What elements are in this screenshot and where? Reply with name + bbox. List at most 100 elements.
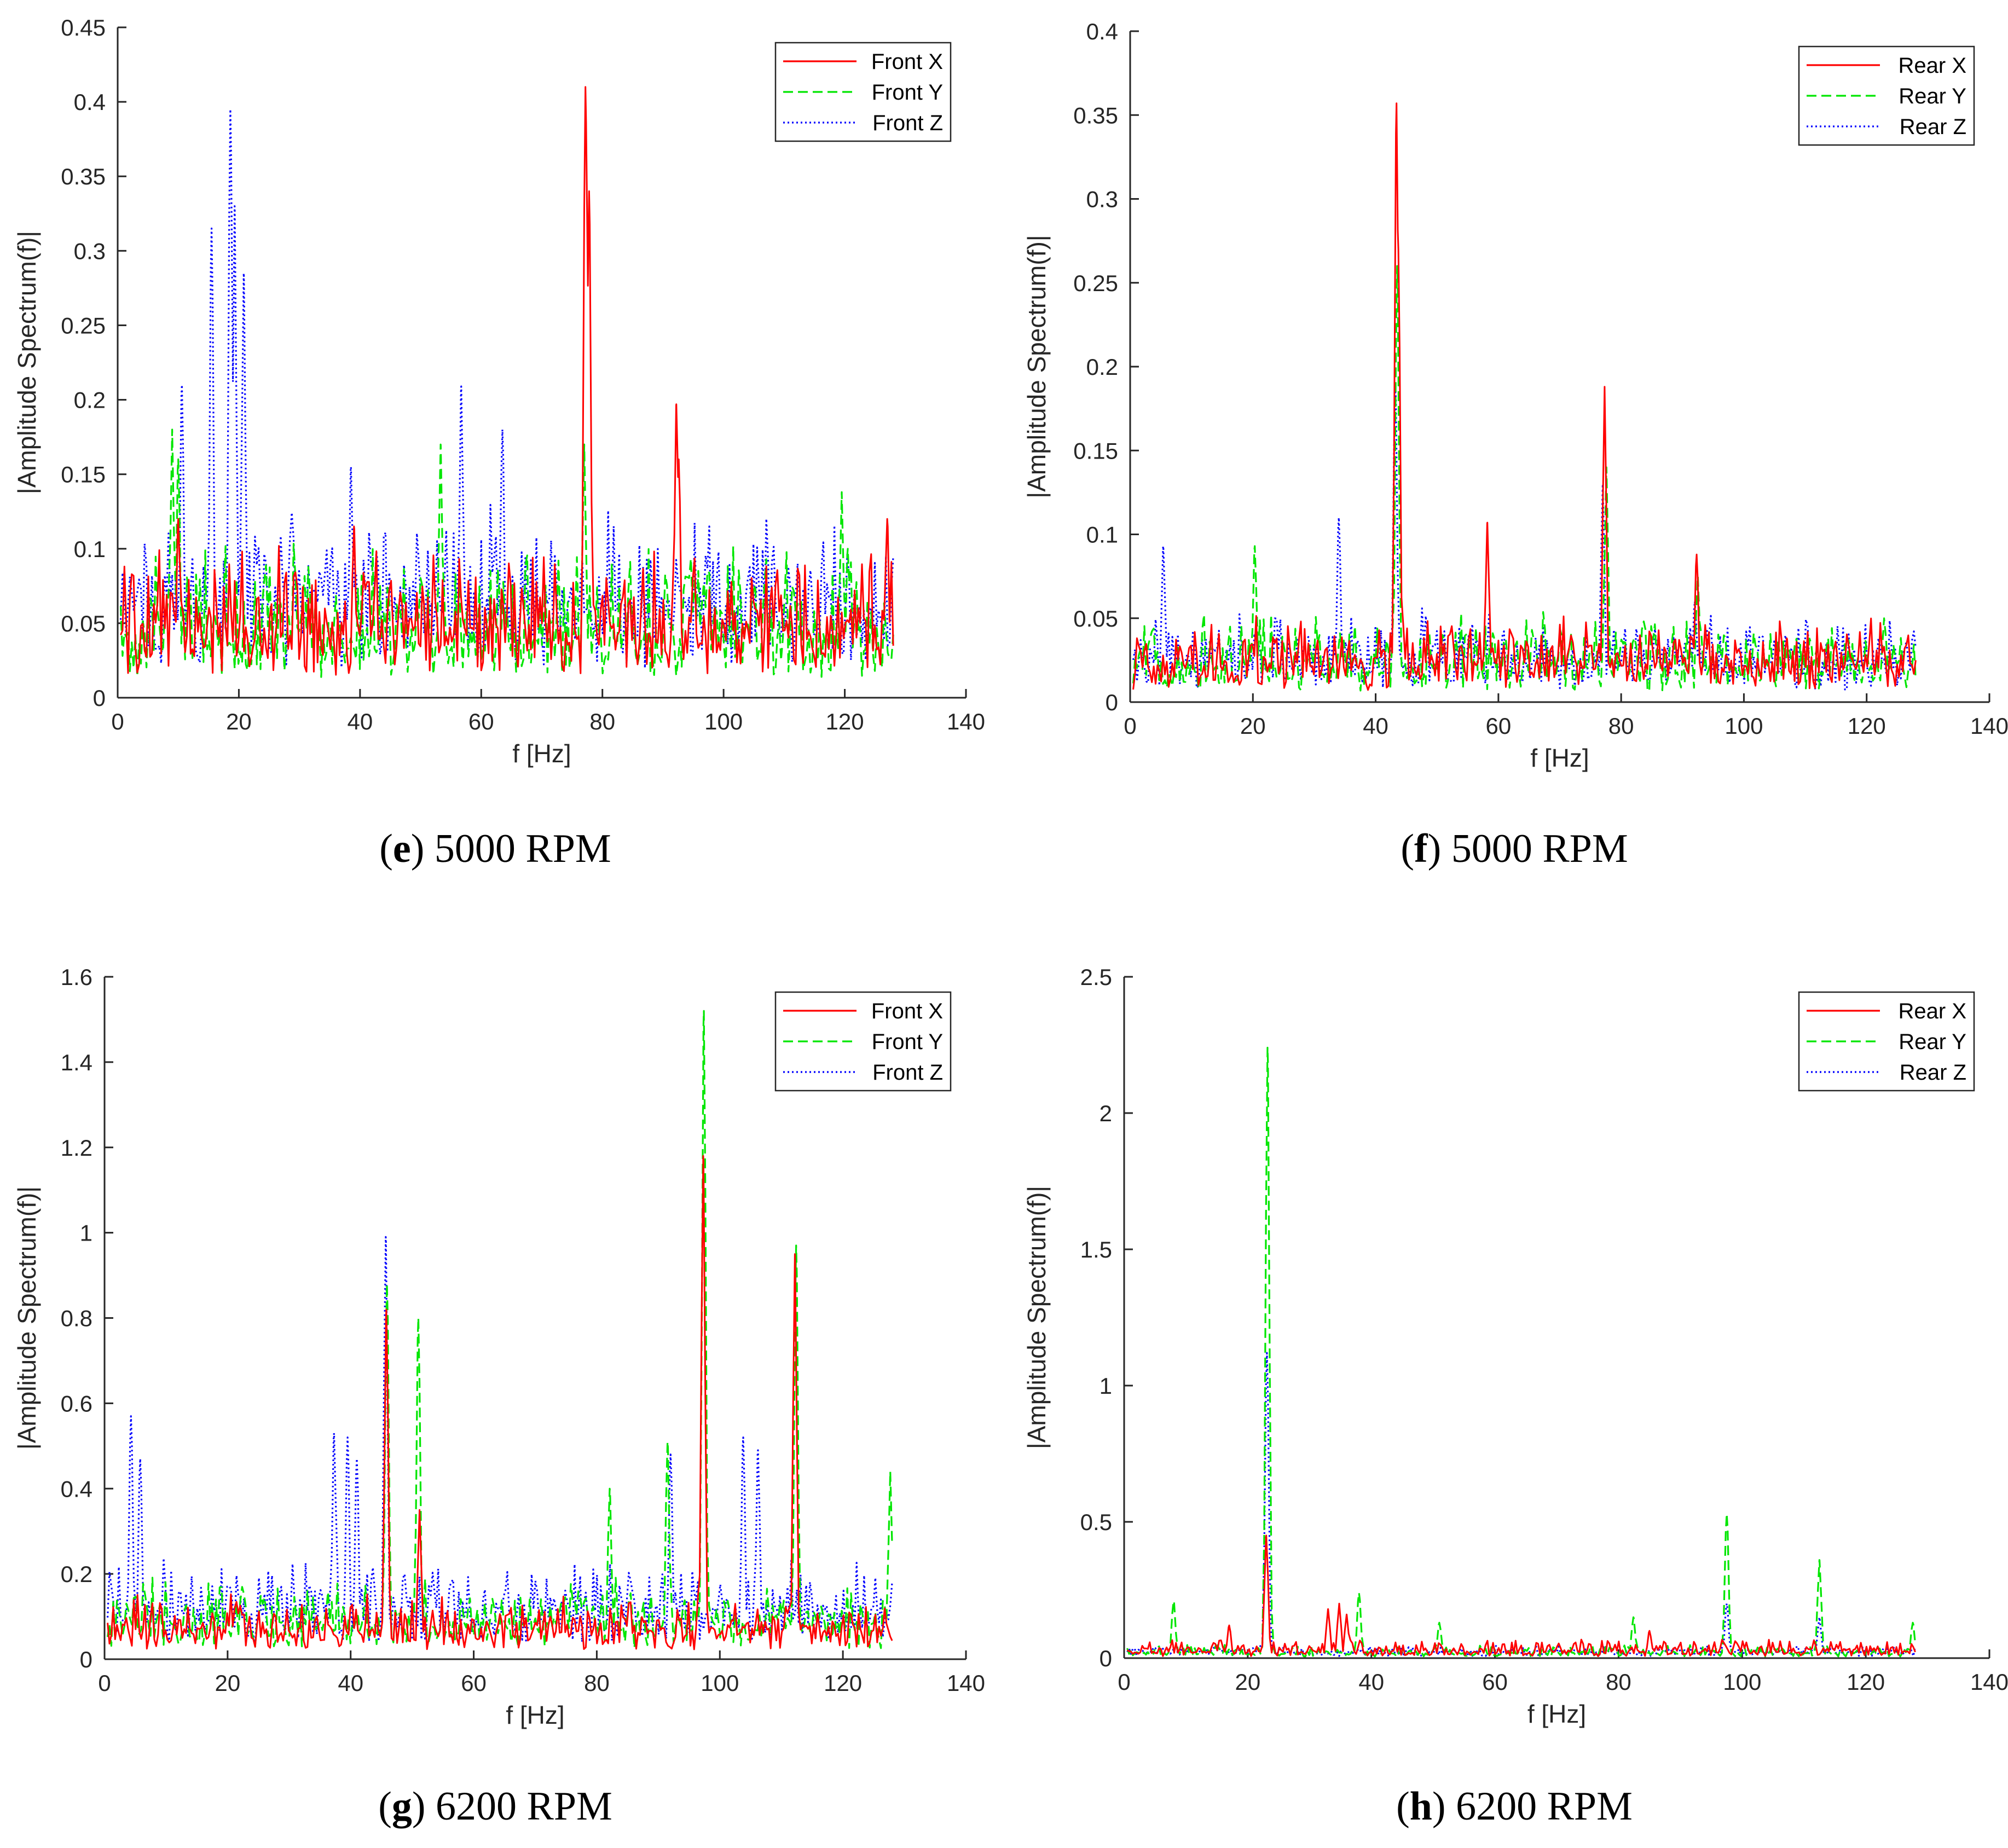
y-tick-label-e: 0.1 — [74, 536, 106, 562]
legend-label-h: Rear Z — [1900, 1061, 1966, 1085]
legend-label-h: Rear Y — [1899, 1030, 1966, 1054]
legend-label-e: Front Z — [872, 111, 943, 135]
x-tick-label-g: 80 — [584, 1670, 610, 1696]
caption-letter-f: f — [1414, 826, 1428, 871]
y-tick-label-h: 1.5 — [1080, 1237, 1112, 1262]
x-tick-label-f: 40 — [1363, 713, 1388, 739]
y-tick-label-g: 1.2 — [61, 1135, 92, 1161]
x-tick-label-e: 100 — [704, 709, 743, 734]
series-line-front-z-e — [119, 108, 894, 669]
y-tick-label-f: 0.25 — [1073, 270, 1118, 296]
plot-area-e: 0 20 40 60 80 100 120 140 0 0.05 0.1 0.15 0.2 0.25 0.3… — [61, 15, 985, 734]
x-tick-label-e: 120 — [826, 709, 864, 734]
series-line-rear-x-f — [1132, 102, 1917, 691]
series-line-front-x-g — [107, 1155, 893, 1650]
y-tick-label-e: 0.05 — [61, 611, 106, 636]
x-tick-label-g: 100 — [701, 1670, 739, 1696]
x-tick-label-e: 40 — [347, 709, 373, 734]
x-tick-label-f: 60 — [1485, 713, 1511, 739]
series-line-front-x-e — [120, 86, 894, 676]
legend-label-g: Front Z — [872, 1061, 943, 1085]
x-tick-label-h: 140 — [1970, 1669, 2008, 1695]
caption-h: (h) 6200 RPM — [1396, 1784, 1633, 1829]
caption-text-e: 5000 RPM — [424, 826, 611, 871]
y-tick-label-f: 0.2 — [1086, 354, 1118, 380]
y-tick-label-e: 0.25 — [61, 312, 106, 338]
panel-g: 0 20 40 60 80 100 120 140 0 0.2 0.4 0.6 0.8 1 1.2 1.4 1.… — [13, 964, 985, 1829]
y-tick-label-f: 0.35 — [1073, 102, 1118, 128]
y-tick-label-h: 2 — [1100, 1100, 1112, 1126]
x-tick-label-h: 20 — [1235, 1669, 1260, 1695]
series-line-rear-y-h — [1126, 1046, 1917, 1658]
legend-label-f: Rear Y — [1899, 84, 1966, 108]
y-tick-label-e: 0.3 — [74, 238, 106, 264]
y-tick-label-e: 0.35 — [61, 164, 106, 189]
x-tick-label-f: 120 — [1848, 713, 1886, 739]
x-tick-label-e: 80 — [589, 709, 615, 734]
caption-text-f: 5000 RPM — [1441, 826, 1628, 871]
y-tick-label-g: 1 — [80, 1220, 92, 1246]
y-tick-label-g: 1.6 — [61, 964, 92, 990]
x-tick-label-e: 20 — [226, 709, 252, 734]
panel-e: 0 20 40 60 80 100 120 140 0 0.05 0.1 0.15 0.2 0.25 0.3… — [13, 15, 985, 871]
x-tick-label-g: 40 — [338, 1670, 363, 1696]
x-tick-label-f: 0 — [1124, 713, 1136, 739]
x-tick-label-f: 140 — [1970, 713, 2008, 739]
y-tick-label-f: 0.1 — [1086, 522, 1118, 548]
y-tick-label-f: 0.15 — [1073, 438, 1118, 464]
y-tick-label-f: 0.3 — [1086, 187, 1118, 212]
y-axis-label-g: |Amplitude Spectrum(f)| — [13, 1186, 41, 1450]
y-axis-label-h: |Amplitude Spectrum(f)| — [1022, 1186, 1051, 1450]
caption-text-g: 6200 RPM — [426, 1784, 612, 1829]
legend-label-g: Front X — [871, 999, 943, 1023]
y-tick-label-g: 0 — [80, 1647, 92, 1672]
y-tick-label-g: 0.6 — [61, 1391, 92, 1416]
caption-e: (e) 5000 RPM — [379, 826, 611, 871]
panel-f: 0 20 40 60 80 100 120 140 0 0.05 0.1 0.15 0.2 0.25 0.3… — [1022, 19, 2008, 871]
x-tick-label-g: 0 — [98, 1670, 111, 1696]
x-tick-label-e: 140 — [947, 709, 985, 734]
legend-e: Front X Front Y Front Z — [774, 42, 952, 142]
legend-label-e: Front X — [871, 50, 943, 74]
caption-letter-h: h — [1410, 1784, 1432, 1829]
x-tick-label-g: 120 — [824, 1670, 862, 1696]
x-axis-label-e: f [Hz] — [512, 739, 571, 768]
x-tick-label-e: 0 — [111, 709, 124, 734]
x-tick-label-h: 60 — [1482, 1669, 1508, 1695]
caption-f: (f) 5000 RPM — [1401, 826, 1628, 871]
series-line-front-z-g — [107, 1236, 893, 1644]
x-tick-label-f: 100 — [1725, 713, 1763, 739]
caption-letter-g: g — [392, 1784, 412, 1829]
y-tick-label-h: 2.5 — [1080, 964, 1112, 990]
y-tick-label-f: 0 — [1106, 690, 1118, 715]
legend-label-g: Front Y — [872, 1030, 943, 1054]
legend-g: Front X Front Y Front Z — [774, 991, 952, 1092]
y-tick-label-g: 0.8 — [61, 1306, 92, 1331]
x-tick-label-h: 40 — [1358, 1669, 1384, 1695]
legend-h: Rear X Rear Y Rear Z — [1798, 991, 1975, 1092]
x-tick-label-e: 60 — [468, 709, 494, 734]
x-axis-label-f: f [Hz] — [1530, 744, 1589, 772]
legend-label-e: Front Y — [872, 80, 943, 105]
x-tick-label-f: 80 — [1608, 713, 1634, 739]
x-tick-label-g: 60 — [461, 1670, 487, 1696]
y-tick-label-f: 0.4 — [1086, 19, 1118, 44]
y-tick-label-e: 0.45 — [61, 15, 106, 40]
y-tick-label-h: 0.5 — [1080, 1509, 1112, 1535]
y-axis-label-f: |Amplitude Spectrum(f)| — [1022, 235, 1051, 499]
y-axis-label-e: |Amplitude Spectrum(f)| — [13, 231, 41, 495]
x-tick-label-h: 120 — [1847, 1669, 1885, 1695]
x-tick-label-f: 20 — [1240, 713, 1266, 739]
caption-text-h: 6200 RPM — [1446, 1784, 1633, 1829]
x-tick-label-g: 140 — [947, 1670, 985, 1696]
y-tick-label-e: 0 — [93, 685, 106, 711]
y-tick-label-f: 0.05 — [1073, 606, 1118, 632]
caption-g: (g) 6200 RPM — [378, 1784, 612, 1829]
x-tick-label-h: 80 — [1606, 1669, 1631, 1695]
legend-f: Rear X Rear Y Rear Z — [1798, 45, 1975, 146]
legend-label-f: Rear Z — [1900, 115, 1966, 139]
y-tick-label-h: 1 — [1100, 1373, 1112, 1399]
